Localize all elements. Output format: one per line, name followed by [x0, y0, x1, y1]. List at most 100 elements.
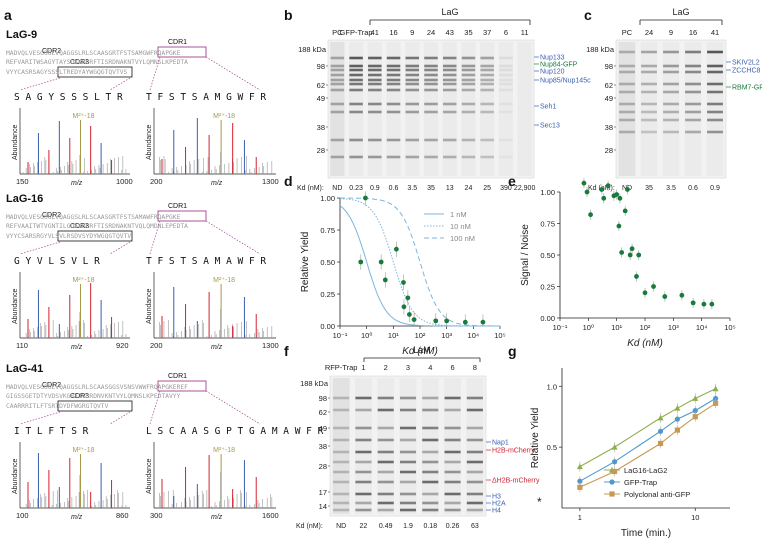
- x-tick-label: 10⁰: [361, 331, 372, 340]
- gel-band: [368, 64, 382, 68]
- binding-curve: [339, 198, 500, 327]
- gel-band: [663, 130, 679, 134]
- gel-band: [685, 102, 701, 106]
- gel-band: [405, 78, 420, 82]
- gel-lane: [461, 42, 476, 176]
- protein-label: RBM7-GFP: [732, 85, 762, 92]
- gel-band: [333, 426, 350, 430]
- sequence-line-3: VYYCSARSRGYVLSVLRSDVSYDYWGQGTQVTV: [6, 233, 131, 240]
- gel-band: [442, 138, 457, 142]
- gel-band: [480, 88, 494, 92]
- kd-value: 0.18: [423, 523, 437, 530]
- sequence-line-3: CAARRRITLFTSRTDYDFWGRGTQVTV: [6, 403, 109, 410]
- y-axis-label: Relative Yield: [300, 232, 311, 293]
- gel-band: [461, 88, 476, 92]
- panel-label-g: g: [508, 343, 517, 359]
- data-point-square: [712, 400, 719, 406]
- gel-band: [399, 508, 417, 512]
- gel-band: [355, 396, 372, 400]
- gel-band: [349, 102, 363, 106]
- gel-band: [330, 78, 345, 82]
- gel-band: [355, 501, 372, 505]
- data-point: [662, 294, 668, 299]
- gel-band: [442, 68, 457, 72]
- gel-band: [685, 90, 701, 94]
- cdr1-box: [157, 46, 207, 58]
- panel-a: LaG-9 CDR1 CDR2 CDR3 MADVQLVESGGGLVQAGGSLRLS…: [6, 29, 324, 521]
- panel-g-chart: 1 10 0.5 1.0 Time (min.) Relative Yield LaG16-…: [530, 368, 730, 539]
- data-point: [679, 292, 685, 298]
- data-point: [401, 280, 406, 285]
- gel-band: [386, 68, 401, 72]
- gel-band: [355, 470, 372, 474]
- gel-band: [377, 501, 394, 505]
- gel-band: [619, 64, 635, 68]
- gel-band: [641, 90, 657, 94]
- protein-label: SKIV2L2: [732, 60, 760, 67]
- data-point-circle: [657, 428, 664, 434]
- spectrum-xmax: 1300: [262, 177, 279, 186]
- spectrum-xmin: 300: [150, 511, 163, 520]
- y-tick-label: 1.00: [540, 188, 555, 197]
- gel-band: [707, 130, 723, 134]
- gel-band: [377, 396, 394, 400]
- data-point-square: [674, 427, 680, 433]
- data-point: [636, 252, 642, 258]
- data-point: [444, 318, 450, 324]
- gel-band: [461, 78, 476, 82]
- kd-value: 0.9: [710, 185, 720, 192]
- data-point-square: [692, 414, 698, 420]
- nanobody-title: LaG-9: [6, 29, 37, 41]
- kd-value: 63: [471, 523, 479, 530]
- gel-band: [619, 110, 635, 114]
- data-point: [601, 195, 607, 201]
- gel-band: [499, 82, 513, 86]
- gel-band: [707, 70, 723, 74]
- mw-header-b: 188 kDa: [298, 45, 327, 54]
- gel-band: [333, 438, 350, 442]
- gel-band: [399, 460, 417, 464]
- gel-band: [663, 50, 679, 54]
- gel-band: [399, 492, 417, 496]
- lag-group-label-c: LaG: [672, 7, 689, 17]
- y-tick-label: 0.75: [540, 220, 555, 229]
- gel-band: [466, 460, 483, 464]
- gel-band: [386, 56, 401, 60]
- x-tick-label: 10⁻¹: [553, 323, 568, 332]
- connector-left: [19, 411, 131, 425]
- mw-header-c: 188 kDa: [586, 45, 615, 54]
- mw-label: 98: [317, 62, 325, 71]
- gel-band: [349, 78, 363, 82]
- x-tick-label: 10: [691, 513, 699, 522]
- spectrum-xmin: 150: [16, 177, 29, 186]
- legend-entry: LaG16-LaG2: [624, 466, 667, 475]
- gel-band: [355, 438, 372, 442]
- gel-lane: [517, 42, 532, 176]
- kd-value: 25: [483, 185, 491, 192]
- kd-value: 1.9: [403, 523, 413, 530]
- x-axis-label: Kd (nM): [402, 346, 438, 357]
- gel-band: [424, 82, 438, 86]
- data-point-triangle: [712, 385, 719, 392]
- protein-label: H4: [492, 508, 501, 515]
- gel-band: [349, 73, 363, 77]
- spectrum-xmin: 200: [150, 177, 163, 186]
- kd-label-b: Kd (nM):: [297, 185, 324, 192]
- binding-curve: [339, 205, 500, 327]
- gel-band: [399, 501, 417, 505]
- gel-band: [663, 118, 679, 122]
- gel-band: [422, 438, 439, 442]
- panel-label-a: a: [4, 7, 12, 23]
- mw-label: 14: [319, 502, 327, 511]
- gel-band: [461, 82, 476, 86]
- panel-e-chart: 10⁻¹ 10⁰ 10¹ 10² 10³ 10⁴ 10⁵ 0.00 0.25 0.50 0.75 1.…: [520, 178, 736, 349]
- gel-band: [333, 460, 350, 464]
- x-tick-label: 10⁵: [724, 323, 735, 332]
- gel-band: [442, 56, 457, 60]
- gel-band: [368, 155, 382, 159]
- gel-band: [399, 438, 417, 442]
- mw-labels-f: 98 62 49 38 28 17 14: [319, 394, 330, 511]
